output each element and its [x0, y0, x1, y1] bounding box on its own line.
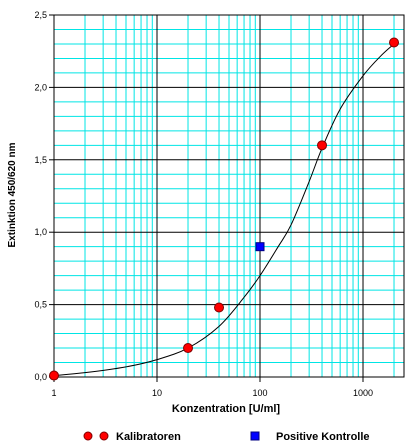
data-point-kalibratoren [389, 37, 400, 48]
legend: Kalibratoren Positive Kontrolle [83, 431, 370, 443]
y-tick-label: 1,0 [34, 227, 47, 237]
y-tick-label: 2,0 [34, 82, 47, 92]
legend-label-kalibratoren: Kalibratoren [116, 431, 181, 443]
legend-marker-kalibratoren-2 [99, 431, 109, 441]
x-tick-label: 1 [51, 388, 56, 398]
x-axis-title: Konzentration [U/ml] [172, 403, 280, 415]
y-axis-title: Extinktion 450/620 nm [7, 142, 18, 247]
legend-marker-positive-kontrolle [250, 431, 260, 441]
data-point-positive-kontrolle [255, 242, 265, 252]
legend-label-positive-kontrolle: Positive Kontrolle [276, 431, 370, 443]
fit-curve [53, 43, 395, 377]
data-point-kalibratoren [183, 343, 194, 354]
y-tick-label: 0,5 [34, 300, 47, 310]
y-tick-label: 1,5 [34, 155, 47, 165]
y-tick-label: 2,5 [34, 10, 47, 20]
legend-marker-kalibratoren-1 [83, 431, 93, 441]
data-point-kalibratoren [214, 302, 225, 313]
x-tick-label: 100 [252, 388, 267, 398]
curve-layer [53, 43, 395, 377]
x-tick-label: 10 [152, 388, 162, 398]
plot-frame [53, 14, 405, 378]
data-point-kalibratoren [317, 140, 328, 151]
points-layer [49, 37, 400, 381]
tick-labels: 1 10 100 1000 0,0 0,5 1,0 1,5 2,0 2,5 [34, 10, 373, 398]
y-tick-label: 0,0 [34, 372, 47, 382]
data-point-kalibratoren [49, 370, 59, 381]
x-tick-label: 1000 [353, 388, 373, 398]
grid-layer [49, 14, 405, 382]
